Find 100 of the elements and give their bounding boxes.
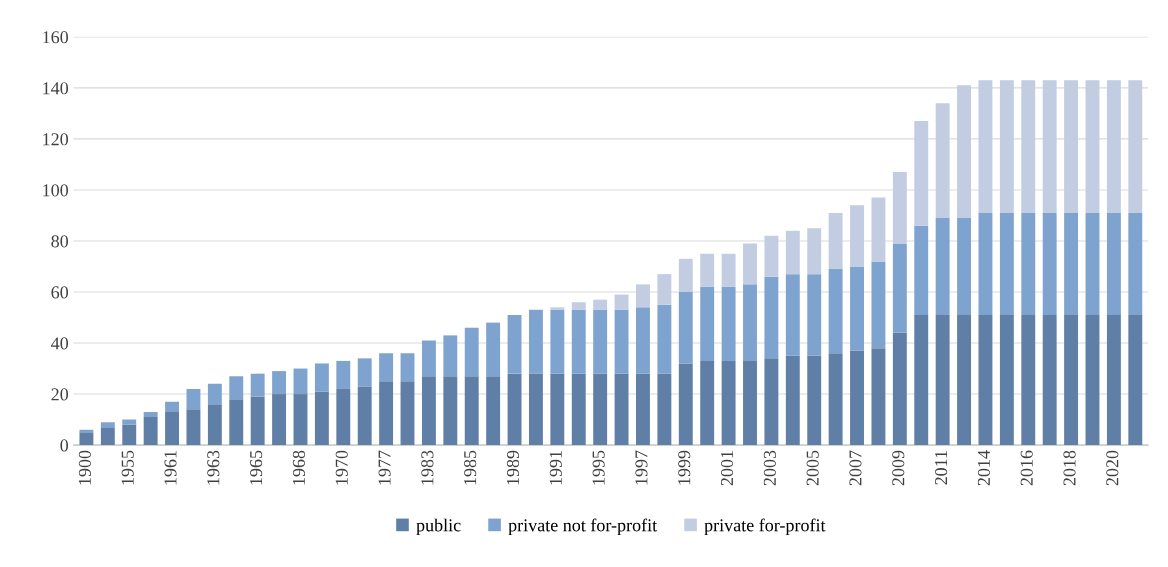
bar	[871, 197, 886, 262]
bar	[571, 302, 586, 310]
bar	[464, 327, 479, 377]
x-tick-label: 1963	[207, 450, 220, 485]
x-tick-label: 1995	[592, 450, 605, 485]
bar	[636, 373, 650, 446]
bar	[250, 396, 265, 446]
bar	[571, 373, 586, 446]
bar	[207, 404, 222, 446]
bar	[400, 353, 415, 382]
bar	[935, 218, 950, 315]
bar	[528, 309, 543, 374]
bar	[571, 309, 586, 374]
x-tick-label: 1968	[292, 450, 305, 485]
legend-label: public	[416, 518, 461, 536]
bar	[914, 225, 929, 315]
bar	[293, 368, 308, 395]
bar	[657, 274, 672, 305]
x-tick-label: 1970	[335, 450, 348, 485]
bar	[892, 172, 907, 244]
bar	[314, 391, 329, 446]
y-tick-label: 60	[51, 286, 69, 299]
bar	[400, 381, 415, 446]
bar	[1021, 80, 1036, 213]
bar	[764, 276, 779, 359]
bar	[764, 358, 779, 446]
bar	[550, 373, 565, 446]
bar	[593, 299, 608, 310]
x-tick-label: 1991	[549, 451, 562, 485]
bar	[443, 335, 458, 377]
bar	[550, 307, 565, 310]
bar	[1106, 212, 1121, 315]
bar	[785, 230, 800, 275]
x-tick-label: 2007	[849, 450, 862, 486]
y-tick-label: 20	[51, 388, 69, 401]
bar	[421, 340, 436, 377]
bar	[850, 205, 864, 267]
bar	[743, 243, 757, 285]
bar	[486, 322, 501, 377]
legend-label: private for-profit	[704, 518, 826, 536]
y-tick-label: 160	[43, 31, 69, 44]
bar	[1106, 314, 1121, 446]
bar	[657, 373, 672, 446]
y-tick-label: 140	[43, 82, 69, 95]
x-tick-label: 1983	[421, 450, 434, 485]
x-tick-label: 2011	[934, 451, 948, 485]
bar	[1085, 314, 1100, 446]
bar	[978, 314, 993, 446]
bar	[272, 371, 287, 395]
bar	[871, 348, 886, 446]
bar	[700, 286, 715, 361]
bar	[229, 399, 244, 446]
bar	[1085, 80, 1100, 213]
bar	[935, 314, 950, 446]
bar	[657, 304, 672, 374]
x-tick-label: 1989	[506, 450, 520, 485]
bar	[593, 309, 608, 374]
bar	[721, 286, 736, 361]
x-tick-label: 1997	[635, 450, 648, 485]
bar	[1064, 314, 1079, 446]
bar	[850, 266, 864, 351]
bar	[850, 350, 864, 446]
bar	[785, 355, 800, 446]
bar	[1042, 212, 1057, 315]
y-tick-label: 40	[51, 337, 69, 350]
x-tick-label: 1999	[678, 450, 691, 485]
bar	[614, 373, 629, 446]
bar	[379, 353, 394, 382]
x-tick-label: 1900	[78, 450, 91, 485]
bar	[935, 103, 950, 219]
x-tick-label: 1985	[464, 450, 477, 485]
x-tick-label: 2001	[720, 451, 734, 486]
bar	[999, 212, 1014, 315]
bar	[464, 376, 479, 446]
y-tick-label: 100	[43, 184, 69, 197]
bar	[1042, 80, 1057, 213]
bar	[336, 388, 351, 446]
bar	[207, 383, 222, 405]
x-tick-label: 2016	[1020, 450, 1033, 486]
bar	[421, 376, 436, 446]
bar	[314, 363, 329, 392]
bar	[1128, 314, 1143, 446]
bar	[614, 294, 629, 310]
bar	[229, 376, 244, 400]
legend-label: private not for-profit	[508, 518, 658, 536]
bar	[186, 388, 201, 410]
bar	[828, 353, 843, 446]
x-tick-label: 2020	[1106, 450, 1119, 486]
bar	[999, 314, 1014, 446]
bar	[100, 422, 115, 428]
x-tick-label: 2009	[892, 450, 905, 486]
bar	[807, 355, 822, 446]
bar	[443, 376, 458, 446]
y-tick-label: 80	[51, 235, 69, 248]
bar	[336, 360, 351, 389]
bar	[892, 243, 907, 333]
bar	[1128, 212, 1143, 315]
x-tick-label: 2018	[1063, 450, 1076, 486]
bar	[293, 394, 308, 446]
bar	[100, 427, 115, 446]
